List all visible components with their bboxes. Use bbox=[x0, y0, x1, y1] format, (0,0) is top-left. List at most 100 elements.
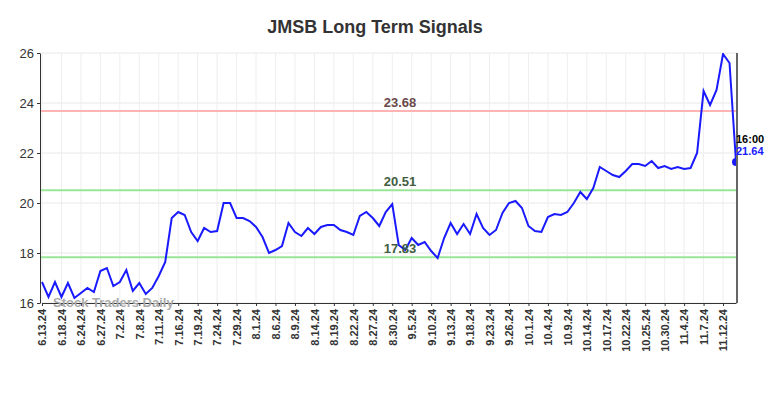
x-grid-line bbox=[723, 53, 724, 303]
x-tick-label: 6.18.24 bbox=[56, 308, 68, 346]
y-tick-mark bbox=[37, 203, 40, 204]
reference-line bbox=[40, 256, 738, 258]
x-tick: 8.1.24 bbox=[250, 303, 262, 340]
x-tick-mark bbox=[606, 303, 607, 306]
y-tick: 18 bbox=[20, 246, 40, 261]
x-tick: 10.22.24 bbox=[620, 303, 632, 352]
x-grid-line bbox=[197, 53, 198, 303]
x-grid-line bbox=[508, 53, 509, 303]
x-tick-mark bbox=[334, 303, 335, 306]
x-tick: 7.29.24 bbox=[231, 303, 243, 346]
x-tick-mark bbox=[412, 303, 413, 306]
x-tick-label: 10.1.24 bbox=[523, 308, 535, 346]
x-tick-label: 8.19.24 bbox=[328, 308, 340, 346]
x-grid-line bbox=[567, 53, 568, 303]
x-tick-label: 7.19.24 bbox=[192, 308, 204, 346]
x-grid-line bbox=[470, 53, 471, 303]
reference-line bbox=[40, 110, 738, 112]
x-grid-line bbox=[645, 53, 646, 303]
x-tick-mark bbox=[353, 303, 354, 306]
y-tick-label: 16 bbox=[20, 296, 34, 311]
x-tick-mark bbox=[509, 303, 510, 306]
annotation: 16:00 bbox=[736, 133, 764, 145]
x-tick-label: 8.14.24 bbox=[309, 308, 321, 346]
x-grid-line bbox=[61, 53, 62, 303]
x-tick-mark bbox=[295, 303, 296, 306]
grid bbox=[40, 53, 738, 303]
x-tick-mark bbox=[490, 303, 491, 306]
x-grid-line bbox=[333, 53, 334, 303]
x-grid-line bbox=[664, 53, 665, 303]
x-tick-label: 8.1.24 bbox=[250, 308, 262, 339]
x-tick-mark bbox=[548, 303, 549, 306]
x-tick-mark bbox=[198, 303, 199, 306]
x-tick-mark bbox=[275, 303, 276, 306]
x-tick-label: 11.7.24 bbox=[698, 308, 710, 345]
x-tick-mark bbox=[470, 303, 471, 306]
y-tick-mark bbox=[37, 53, 40, 54]
x-tick-mark bbox=[42, 303, 43, 306]
x-tick: 10.1.24 bbox=[523, 303, 535, 346]
x-tick-mark bbox=[626, 303, 627, 306]
x-grid-line bbox=[684, 53, 685, 303]
x-tick-label: 7.8.24 bbox=[134, 308, 146, 339]
x-grid-line bbox=[158, 53, 159, 303]
x-tick-label: 11.12.24 bbox=[717, 308, 729, 351]
x-tick-label: 8.9.24 bbox=[289, 308, 301, 339]
y-tick: 22 bbox=[20, 146, 40, 161]
x-tick: 10.30.24 bbox=[659, 303, 671, 352]
x-tick: 8.22.24 bbox=[348, 303, 360, 346]
x-grid-line bbox=[431, 53, 432, 303]
x-tick-mark bbox=[723, 303, 724, 306]
x-tick-label: 10.30.24 bbox=[659, 308, 671, 352]
y-tick-label: 22 bbox=[20, 146, 34, 161]
x-tick: 7.19.24 bbox=[192, 303, 204, 346]
x-tick-label: 9.5.24 bbox=[406, 308, 418, 339]
x-grid-line bbox=[236, 53, 237, 303]
x-tick: 9.10.24 bbox=[426, 303, 438, 346]
x-tick-label: 7.29.24 bbox=[231, 308, 243, 346]
x-tick-mark bbox=[373, 303, 374, 306]
x-grid-line bbox=[606, 53, 607, 303]
y-axis-line bbox=[40, 54, 41, 304]
x-tick: 11.4.24 bbox=[678, 303, 690, 345]
x-grid-line bbox=[256, 53, 257, 303]
y-tick-mark bbox=[37, 103, 40, 104]
y-tick-label: 20 bbox=[20, 196, 34, 211]
watermark: Stock Traders Daily bbox=[53, 295, 174, 310]
y-axis: 161820222426 bbox=[20, 46, 41, 311]
y-tick: 24 bbox=[20, 96, 40, 111]
reference-line bbox=[40, 189, 738, 191]
x-grid-line bbox=[119, 53, 120, 303]
x-tick-mark bbox=[178, 303, 179, 306]
x-tick-mark bbox=[451, 303, 452, 306]
x-tick-mark bbox=[528, 303, 529, 306]
y-tick: 16 bbox=[20, 296, 40, 311]
current-line bbox=[736, 53, 738, 303]
x-tick-label: 10.4.24 bbox=[542, 308, 554, 346]
x-tick-mark bbox=[645, 303, 646, 306]
y-tick: 20 bbox=[20, 196, 40, 211]
x-tick: 10.25.24 bbox=[640, 303, 652, 352]
x-tick: 10.17.24 bbox=[601, 303, 613, 352]
x-tick: 10.9.24 bbox=[562, 303, 574, 346]
x-grid-line bbox=[42, 53, 43, 303]
x-tick-label: 10.25.24 bbox=[640, 308, 652, 352]
x-tick: 8.19.24 bbox=[328, 303, 340, 346]
x-tick-mark bbox=[217, 303, 218, 306]
x-grid-line bbox=[353, 53, 354, 303]
x-tick: 7.24.24 bbox=[211, 303, 223, 346]
x-tick: 7.16.24 bbox=[173, 303, 185, 346]
x-tick: 6.13.24 bbox=[36, 303, 48, 346]
y-tick-mark bbox=[37, 153, 40, 154]
x-tick: 8.14.24 bbox=[309, 303, 321, 346]
x-tick-label: 9.10.24 bbox=[426, 308, 438, 346]
plot-area bbox=[40, 54, 738, 298]
x-tick: 8.27.24 bbox=[367, 303, 379, 346]
y-grid-line bbox=[40, 153, 738, 154]
x-tick-mark bbox=[392, 303, 393, 306]
x-grid-line bbox=[100, 53, 101, 303]
x-tick-label: 9.18.24 bbox=[464, 308, 476, 346]
y-tick-label: 24 bbox=[20, 96, 34, 111]
x-tick: 8.6.24 bbox=[270, 303, 282, 340]
